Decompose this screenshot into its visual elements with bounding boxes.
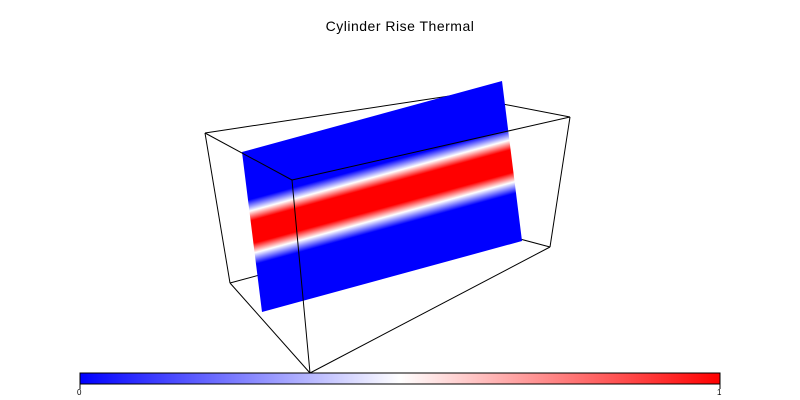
colorbar-min-label: 0	[77, 388, 82, 397]
colorbar-max-label: 1	[717, 388, 722, 397]
colorbar	[79, 372, 721, 385]
thermal-slice-fill	[242, 81, 523, 313]
plot-title: Cylinder Rise Thermal	[325, 18, 475, 34]
bounding-box-front	[204, 116, 571, 374]
